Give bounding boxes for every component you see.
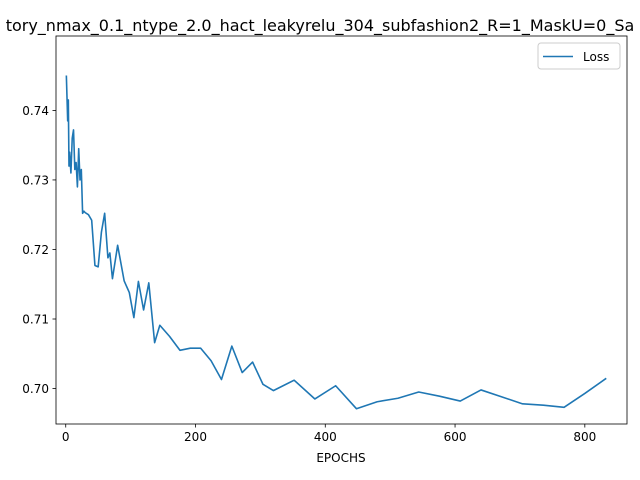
x-tick-label: 400 (314, 430, 337, 444)
y-tick-label: 0.74 (22, 104, 49, 118)
y-tick-label: 0.71 (22, 313, 49, 327)
legend-box (537, 42, 621, 70)
x-axis-label: EPOCHS (316, 451, 365, 465)
plot-background (56, 36, 627, 424)
x-tick-label: 800 (573, 430, 596, 444)
x-tick-label: 200 (184, 430, 207, 444)
series-layer (65, 75, 607, 410)
series-line-loss (65, 75, 607, 410)
x-tick-label: 600 (444, 430, 467, 444)
y-axis: 0.70 0.71 0.72 0.73 0.74 (22, 104, 56, 396)
y-tick-label: 0.72 (22, 243, 49, 257)
legend: Loss (537, 42, 621, 70)
x-tick-label: 0 (62, 430, 70, 444)
plot-frame (55, 35, 628, 425)
chart-title: tory_nmax_0.1_ntype_2.0_hact_leakyrelu_3… (6, 16, 635, 36)
y-tick-label: 0.70 (22, 382, 49, 396)
y-tick-label: 0.73 (22, 173, 49, 187)
plot-area (55, 35, 628, 425)
x-axis: 0 200 400 600 800 (62, 424, 596, 444)
legend-label-loss: Loss (583, 50, 609, 64)
